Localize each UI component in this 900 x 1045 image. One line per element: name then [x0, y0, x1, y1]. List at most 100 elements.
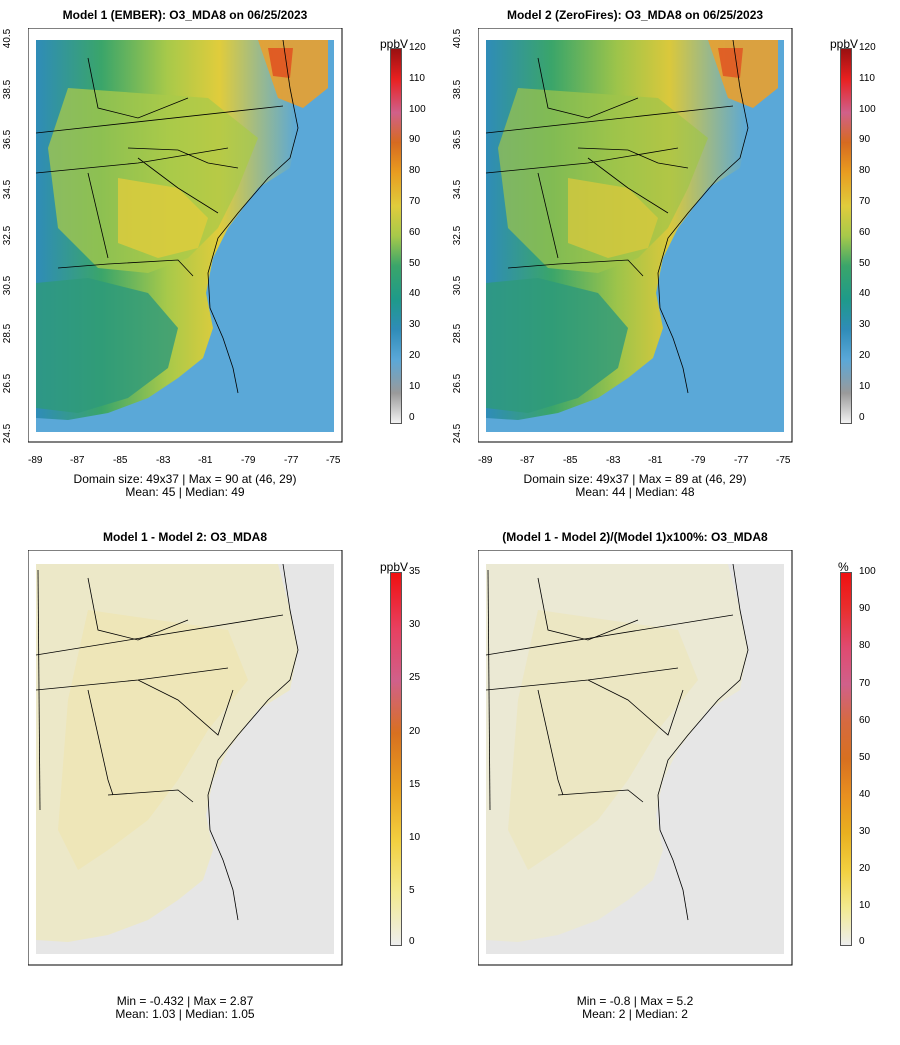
- panel-1-colorbar-unit: ppbV: [380, 37, 409, 51]
- colorbar-tick: 100: [859, 104, 876, 115]
- colorbar-tick: 80: [409, 165, 421, 176]
- colorbar-tick: 20: [409, 350, 421, 361]
- panel-2-xtick: -89: [478, 455, 493, 466]
- panel-2-ytick: 30.5: [452, 275, 464, 296]
- colorbar-tick: 30: [859, 826, 871, 837]
- colorbar-tick: 10: [409, 832, 421, 843]
- colorbar-tick: 90: [859, 603, 871, 614]
- colorbar-tick: 0: [859, 412, 865, 423]
- panel-4-stats-line2: Mean: 2 | Median: 2: [582, 1007, 688, 1021]
- panel-4-stats: Min = -0.8 | Max = 5.2 Mean: 2 | Median:…: [478, 995, 792, 1021]
- panel-2-map: [478, 28, 793, 443]
- panel-2-ytick: 24.5: [452, 423, 464, 444]
- colorbar-tick: 15: [409, 779, 421, 790]
- panel-1-xtick: -81: [198, 455, 213, 466]
- panel-4-stats-line1: Min = -0.8 | Max = 5.2: [576, 994, 694, 1008]
- panel-1-map: [28, 28, 343, 443]
- panel-1-ytick: 38.5: [2, 79, 14, 100]
- panel-2-xtick: -83: [606, 455, 621, 466]
- colorbar-tick: 35: [409, 566, 421, 577]
- panel-1-ytick: 32.5: [2, 225, 14, 246]
- panel-3-colorbar: [390, 572, 402, 946]
- panel-4-colorbar-unit: %: [838, 560, 849, 574]
- colorbar-tick: 90: [859, 134, 871, 145]
- colorbar-tick: 20: [409, 726, 421, 737]
- panel-2-ytick: 40.5: [452, 28, 464, 49]
- colorbar-tick: 0: [409, 412, 415, 423]
- panel-1-ytick: 30.5: [2, 275, 14, 296]
- panel-4-colorbar-ticks: 100 90 80 70 60 50 40 30 20 10 0: [853, 566, 893, 947]
- panel-1-ytick: 28.5: [2, 323, 14, 344]
- panel-2-xtick: -85: [563, 455, 578, 466]
- panel-1-title: Model 1 (EMBER): O3_MDA8 on 06/25/2023: [62, 8, 308, 22]
- colorbar-tick: 20: [859, 863, 871, 874]
- panel-1-colorbar: [390, 48, 402, 424]
- panel-1-xtick: -83: [156, 455, 171, 466]
- panel-1-xtick: -79: [241, 455, 256, 466]
- panel-2-xtick: -75: [776, 455, 791, 466]
- panel-2-xtick: -81: [648, 455, 663, 466]
- panel-2-stats-line2: Mean: 44 | Median: 48: [575, 485, 695, 499]
- panel-2-xtick: -79: [691, 455, 706, 466]
- panel-2-colorbar-ticks: 120 110 100 90 80 70 60 50 40 30 20 10 0: [853, 42, 893, 423]
- panel-1-ytick: 40.5: [2, 28, 14, 49]
- panel-3-colorbar-unit: ppbV: [380, 560, 409, 574]
- panel-2-stats: Domain size: 49x37 | Max = 89 at (46, 29…: [478, 473, 792, 499]
- colorbar-tick: 110: [409, 73, 425, 84]
- panel-1-ytick: 24.5: [2, 423, 14, 444]
- colorbar-tick: 110: [859, 73, 875, 84]
- panel-3-stats-line1: Min = -0.432 | Max = 2.87: [116, 994, 254, 1008]
- colorbar-tick: 120: [409, 42, 426, 53]
- colorbar-tick: 5: [409, 885, 415, 896]
- panel-1-xtick: -75: [326, 455, 341, 466]
- panel-1-xtick: -85: [113, 455, 128, 466]
- colorbar-tick: 40: [859, 288, 871, 299]
- panel-2-ytick: 38.5: [452, 79, 464, 100]
- colorbar-tick: 30: [409, 319, 421, 330]
- colorbar-tick: 70: [859, 678, 871, 689]
- panel-2-xtick: -87: [520, 455, 535, 466]
- colorbar-tick: 10: [859, 381, 871, 392]
- colorbar-tick: 20: [859, 350, 871, 361]
- panel-1-stats: Domain size: 49x37 | Max = 90 at (46, 29…: [28, 473, 342, 499]
- panel-1-stats-line1: Domain size: 49x37 | Max = 90 at (46, 29…: [73, 472, 297, 486]
- panel-3-stats: Min = -0.432 | Max = 2.87 Mean: 1.03 | M…: [28, 995, 342, 1021]
- panel-3-stats-line2: Mean: 1.03 | Median: 1.05: [115, 1007, 255, 1021]
- panel-1-xtick: -87: [70, 455, 85, 466]
- colorbar-tick: 80: [859, 640, 871, 651]
- panel-2-ytick: 36.5: [452, 129, 464, 150]
- colorbar-tick: 30: [859, 319, 871, 330]
- colorbar-tick: 80: [859, 165, 871, 176]
- colorbar-tick: 0: [859, 936, 865, 947]
- panel-2-colorbar: [840, 48, 852, 424]
- panel-2-xtick: -77: [734, 455, 749, 466]
- colorbar-tick: 60: [409, 227, 421, 238]
- panel-3-map: [28, 550, 343, 966]
- colorbar-tick: 120: [859, 42, 876, 53]
- panel-2-stats-line1: Domain size: 49x37 | Max = 89 at (46, 29…: [523, 472, 747, 486]
- panel-1-ytick: 36.5: [2, 129, 14, 150]
- colorbar-tick: 25: [409, 672, 421, 683]
- colorbar-tick: 60: [859, 715, 871, 726]
- panel-2-ytick: 26.5: [452, 373, 464, 394]
- colorbar-tick: 50: [859, 258, 871, 269]
- colorbar-tick: 0: [409, 936, 415, 947]
- panel-3-title: Model 1 - Model 2: O3_MDA8: [102, 530, 268, 544]
- panel-1-ytick: 26.5: [2, 373, 14, 394]
- panel-4-map: [478, 550, 793, 966]
- panel-2-ytick: 32.5: [452, 225, 464, 246]
- colorbar-tick: 100: [859, 566, 876, 577]
- panel-3-colorbar-ticks: 35 30 25 20 15 10 5 0: [403, 566, 443, 947]
- panel-2-ytick: 34.5: [452, 179, 464, 200]
- colorbar-tick: 30: [409, 619, 421, 630]
- panel-4-title: (Model 1 - Model 2)/(Model 1)x100%: O3_M…: [502, 530, 768, 544]
- panel-1-ytick: 34.5: [2, 179, 14, 200]
- panel-4-colorbar: [840, 572, 852, 946]
- colorbar-tick: 40: [409, 288, 421, 299]
- colorbar-tick: 50: [409, 258, 421, 269]
- panel-1-colorbar-ticks: 120 110 100 90 80 70 60 50 40 30 20 10 0: [403, 42, 443, 423]
- colorbar-tick: 10: [859, 900, 871, 911]
- panel-2-title: Model 2 (ZeroFires): O3_MDA8 on 06/25/20…: [506, 8, 764, 22]
- colorbar-tick: 10: [409, 381, 421, 392]
- panel-1-xtick: -89: [28, 455, 43, 466]
